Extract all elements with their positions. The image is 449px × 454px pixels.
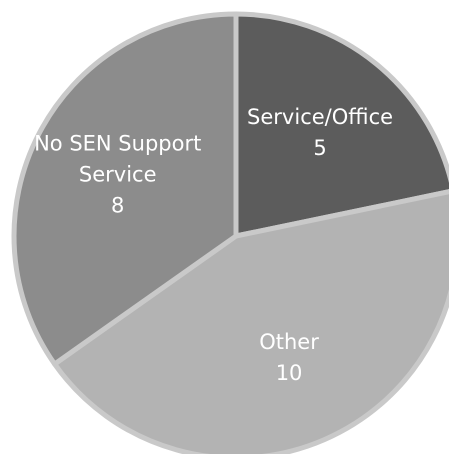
slice-value: 8 [111,193,125,218]
slice-category: Service/Office [247,104,394,129]
slice-category: No SEN Support Service [34,131,202,187]
pie-slice [52,189,449,454]
pie-slice [233,11,449,239]
slice-value: 5 [313,135,327,160]
slice-category: Other [259,330,319,355]
slice-label: Other 10 [194,327,384,389]
slice-label: No SEN Support Service 8 [23,128,213,221]
slice-label: Service/Office 5 [225,102,415,164]
pie-slice [11,11,239,367]
slice-value: 10 [275,361,303,386]
